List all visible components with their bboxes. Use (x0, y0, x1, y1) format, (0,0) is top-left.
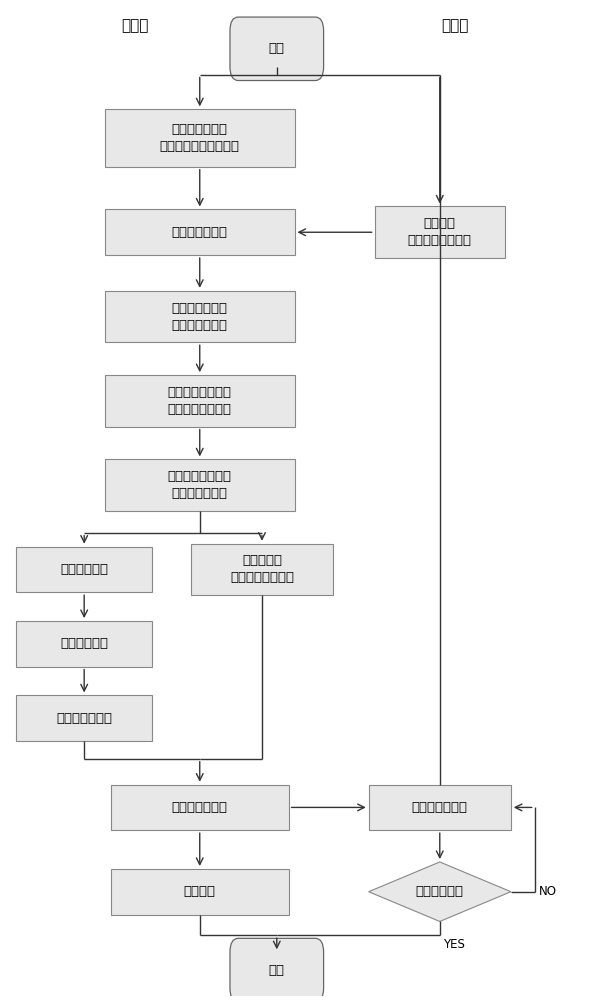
Text: 结束: 结束 (269, 964, 285, 977)
FancyBboxPatch shape (230, 938, 323, 1000)
Text: 发送完毕: 发送完毕 (184, 885, 216, 898)
Text: 解析数据请求与
优先级定义参数: 解析数据请求与 优先级定义参数 (172, 302, 228, 332)
FancyBboxPatch shape (230, 17, 323, 81)
FancyBboxPatch shape (374, 206, 505, 258)
Text: YES: YES (443, 938, 465, 951)
Text: 导航路径预测: 导航路径预测 (60, 637, 108, 650)
FancyBboxPatch shape (105, 291, 294, 342)
Polygon shape (368, 862, 511, 921)
FancyBboxPatch shape (16, 621, 152, 667)
Text: 接收端: 接收端 (441, 18, 468, 33)
Text: 发送端: 发送端 (121, 18, 148, 33)
FancyBboxPatch shape (368, 785, 511, 830)
Text: 新面片数据发送: 新面片数据发送 (172, 801, 228, 814)
FancyBboxPatch shape (191, 544, 333, 595)
Text: 开始: 开始 (269, 42, 285, 55)
FancyBboxPatch shape (105, 459, 294, 511)
Text: NO: NO (539, 885, 557, 898)
Text: 是否接收完毕: 是否接收完毕 (416, 885, 464, 898)
FancyBboxPatch shape (111, 869, 288, 915)
FancyBboxPatch shape (105, 209, 294, 255)
FancyBboxPatch shape (105, 375, 294, 427)
Text: 数据监听与接收: 数据监听与接收 (172, 226, 228, 239)
Text: 数据监听与接收: 数据监听与接收 (412, 801, 468, 814)
Text: 定义优先级函数: 定义优先级函数 (56, 712, 112, 725)
Text: 数据变化检测: 数据变化检测 (60, 563, 108, 576)
FancyBboxPatch shape (16, 547, 152, 592)
FancyBboxPatch shape (105, 109, 294, 167)
Text: 新数据按照
需求分辨率下采样: 新数据按照 需求分辨率下采样 (230, 554, 294, 584)
Text: 根据网络条件估算
单数据包格网大小: 根据网络条件估算 单数据包格网大小 (168, 386, 232, 416)
FancyBboxPatch shape (111, 785, 288, 830)
Text: 数据剖分预处理
确定逻辑剖分最小尺度: 数据剖分预处理 确定逻辑剖分最小尺度 (160, 123, 240, 153)
FancyBboxPatch shape (16, 695, 152, 741)
Text: 数据请求
与更新优先级设定: 数据请求 与更新优先级设定 (407, 217, 472, 247)
Text: 确定最终剖分层级
待发送网格集合: 确定最终剖分层级 待发送网格集合 (168, 470, 232, 500)
